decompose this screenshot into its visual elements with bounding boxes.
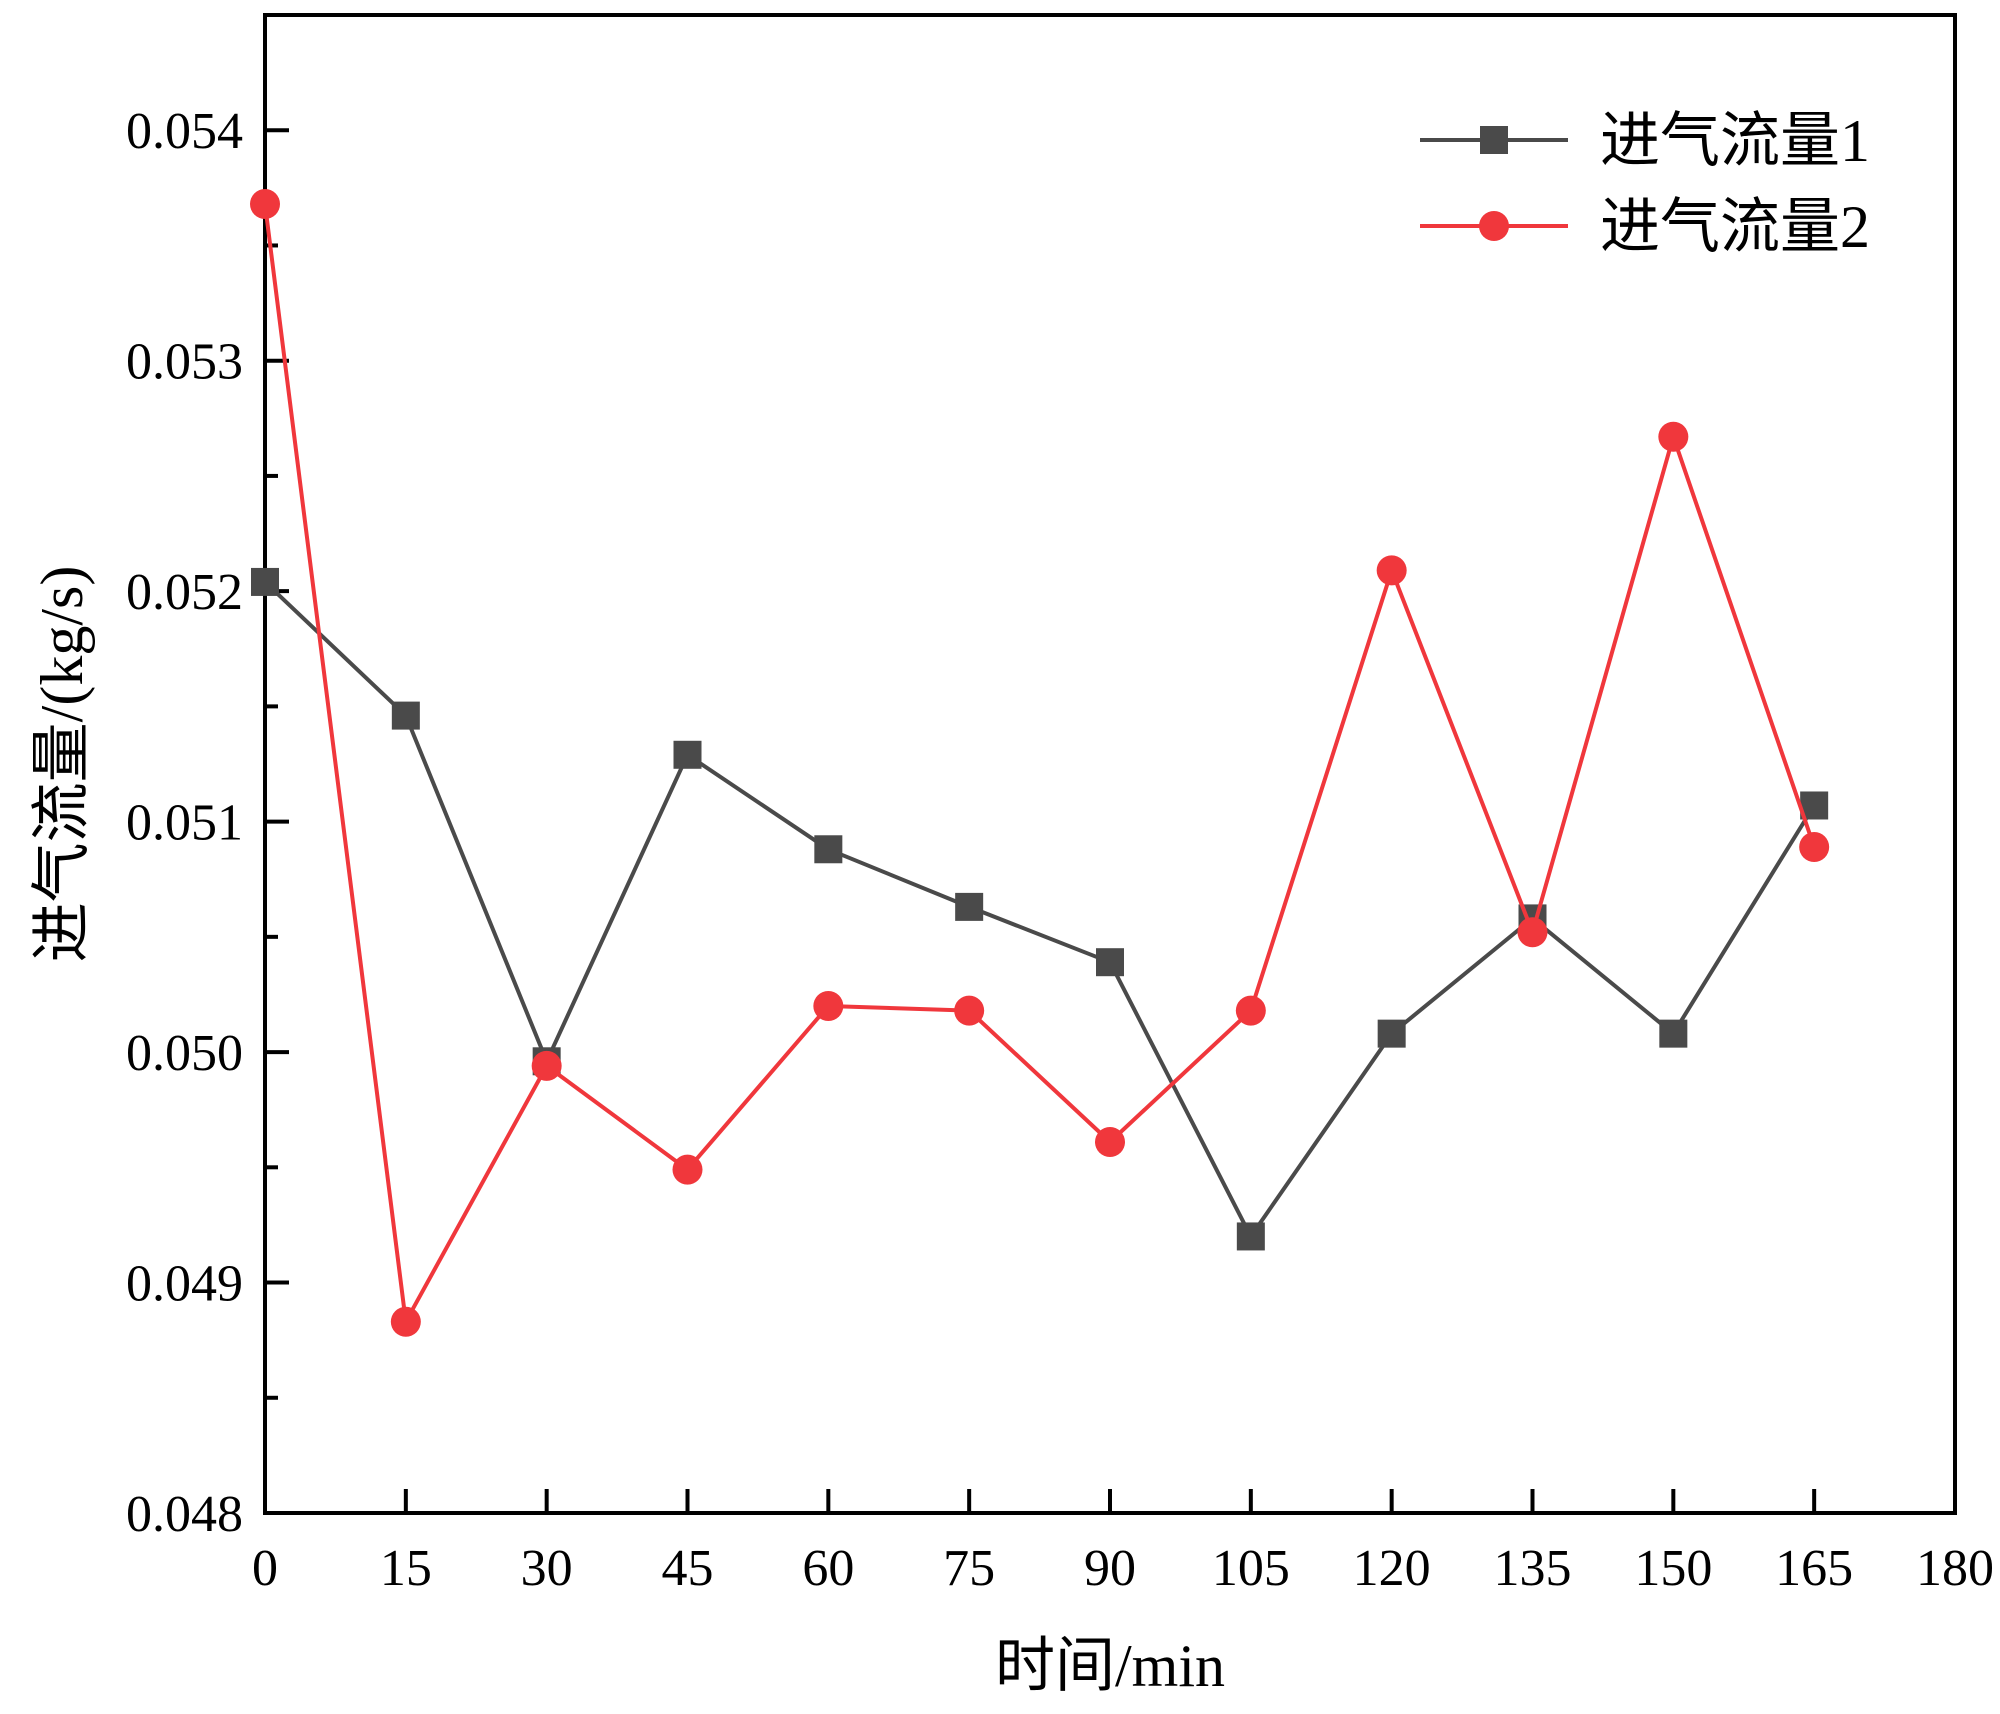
x-tick-label: 120 <box>1353 1540 1431 1597</box>
series-1-point <box>1377 1019 1406 1048</box>
series-2-point <box>1799 831 1830 862</box>
series-2-point <box>531 1050 562 1081</box>
x-tick-label: 135 <box>1494 1540 1572 1597</box>
legend: 进气流量1 进气流量2 <box>1420 108 1870 260</box>
y-tick-label: 0.050 <box>126 1025 243 1082</box>
x-tick-label: 105 <box>1212 1540 1290 1597</box>
series-1-point <box>955 892 984 921</box>
legend-marker-circle <box>1479 211 1509 241</box>
x-tick-label: 15 <box>380 1540 432 1597</box>
series-2-point <box>1376 555 1407 586</box>
series-1-point <box>1659 1019 1688 1048</box>
series-1-point <box>391 701 420 730</box>
series-1-point <box>814 835 843 864</box>
series-2-point <box>390 1306 421 1337</box>
series-2-point <box>954 995 985 1026</box>
legend-label-2: 进气流量2 <box>1600 194 1870 260</box>
series-line-2 <box>263 203 1817 1324</box>
y-tick-label: 0.052 <box>126 564 243 621</box>
x-tick-label: 180 <box>1916 1540 1994 1597</box>
series-line-1 <box>263 580 1816 1239</box>
series-2-point <box>813 990 844 1021</box>
series-2-point <box>1095 1126 1125 1157</box>
x-axis-ticks: 0 15 30 45 60 75 90 105 120 135 150 165 180 <box>252 1489 1994 1597</box>
series-1-point <box>251 567 279 596</box>
series-2-point <box>672 1154 703 1185</box>
y-tick-label: 0.048 <box>126 1486 243 1543</box>
series-2-point <box>250 188 280 219</box>
x-tick-label: 90 <box>1084 1540 1136 1597</box>
series-2-point <box>1658 421 1689 452</box>
y-tick-label: 0.049 <box>126 1256 243 1313</box>
x-tick-label: 0 <box>252 1540 278 1597</box>
legend-label-1: 进气流量1 <box>1600 108 1870 174</box>
x-tick-label: 75 <box>943 1540 995 1597</box>
series-1-point <box>1236 1222 1265 1251</box>
series-1-point <box>673 740 702 769</box>
x-axis-title: 时间/min <box>995 1633 1225 1699</box>
x-tick-label: 30 <box>521 1540 573 1597</box>
series-2-point <box>1235 995 1266 1026</box>
y-tick-label: 0.054 <box>126 103 243 160</box>
y-tick-label: 0.051 <box>126 795 243 852</box>
y-axis-title: 进气流量/(kg/s) <box>29 566 95 963</box>
x-tick-label: 60 <box>802 1540 854 1597</box>
series-layer <box>250 188 1830 1337</box>
series-2-point <box>1517 917 1548 948</box>
x-tick-label: 45 <box>662 1540 714 1597</box>
x-tick-label: 150 <box>1634 1540 1712 1597</box>
y-axis-ticks: 0.048 0.049 0.050 0.051 0.052 0.053 0.054 <box>126 103 289 1543</box>
legend-marker-square <box>1480 126 1508 154</box>
x-tick-label: 165 <box>1775 1540 1853 1597</box>
y-tick-label: 0.053 <box>126 334 243 391</box>
series-1-point <box>1096 948 1124 977</box>
